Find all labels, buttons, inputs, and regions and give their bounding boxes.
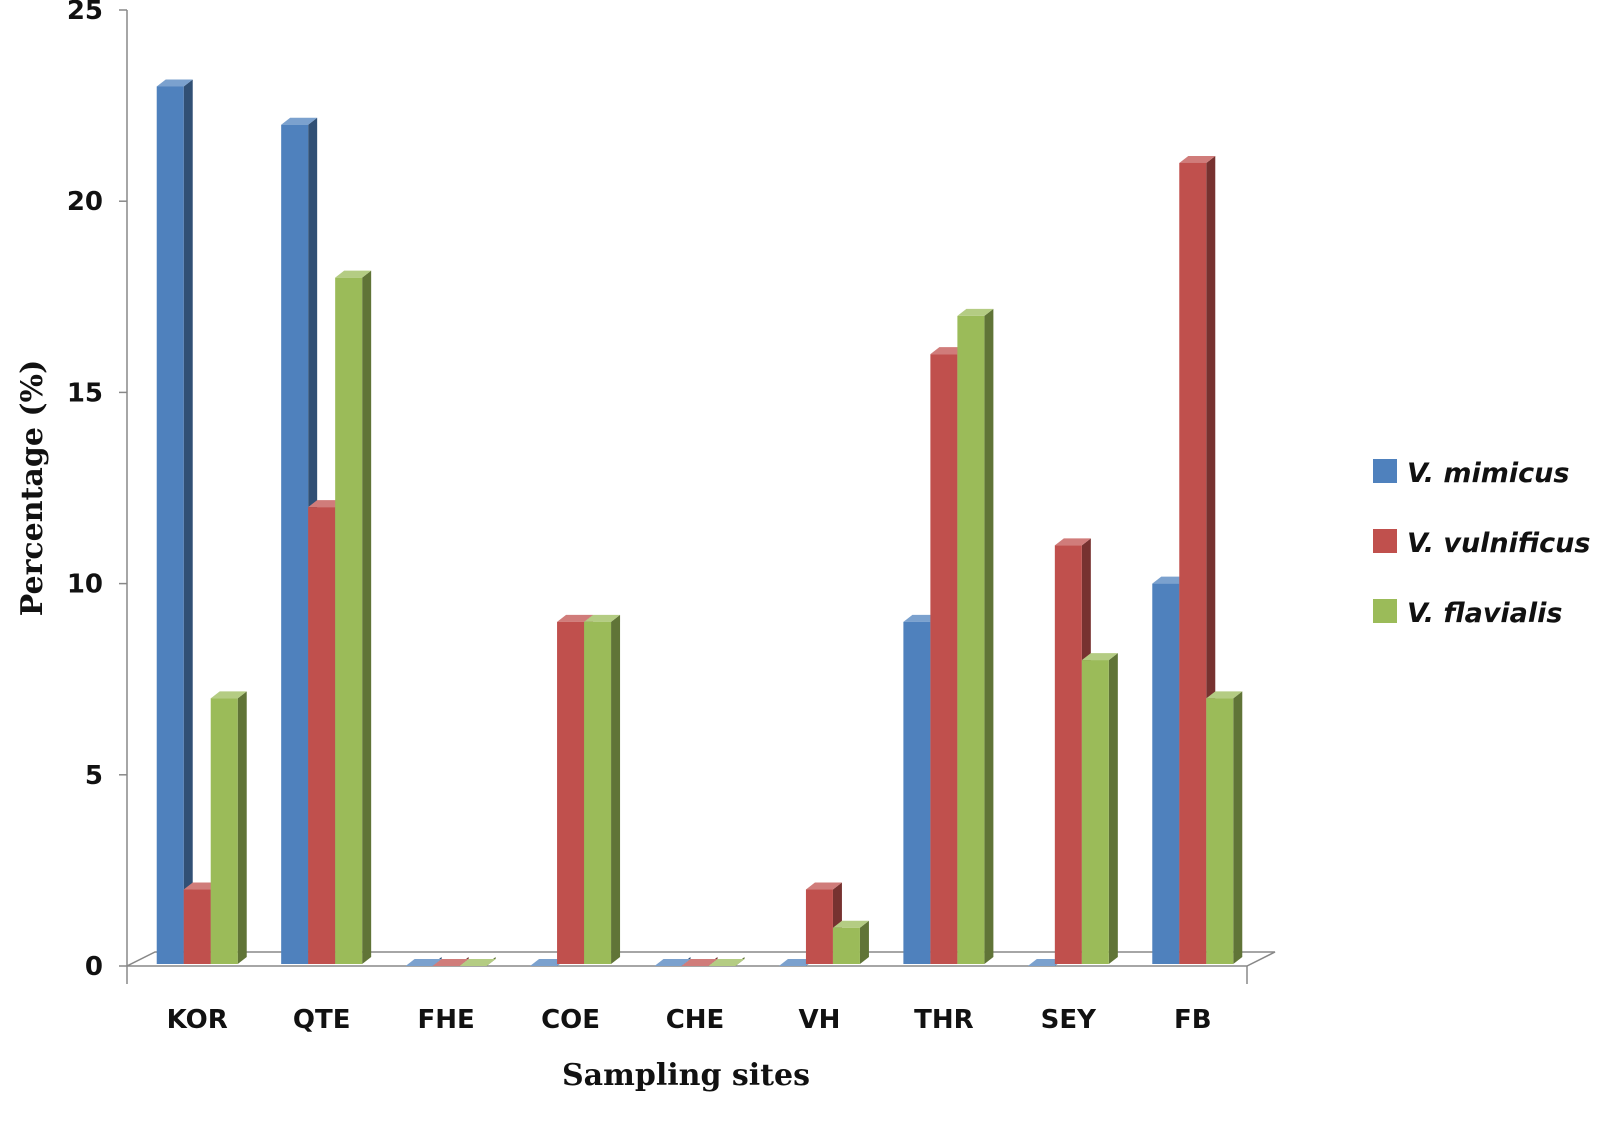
y-tick-label: 10 bbox=[67, 570, 103, 600]
bar-top bbox=[210, 691, 247, 699]
bar-top bbox=[584, 614, 621, 622]
x-axis-title: Sampling sites bbox=[562, 1058, 810, 1093]
legend-swatch bbox=[1373, 599, 1397, 623]
bar bbox=[335, 270, 372, 964]
bar-side bbox=[237, 691, 247, 964]
bar-top bbox=[335, 270, 372, 278]
bar bbox=[1054, 538, 1091, 964]
bar-side bbox=[611, 614, 621, 964]
bar-top bbox=[405, 959, 442, 966]
bar-front bbox=[1054, 545, 1082, 964]
x-tick-label: VH bbox=[798, 1005, 840, 1035]
bar-top bbox=[654, 959, 691, 966]
bar bbox=[459, 957, 496, 966]
legend-label: V. vulnificus bbox=[1407, 528, 1590, 559]
bar-front bbox=[1152, 583, 1180, 964]
bar-front bbox=[557, 621, 585, 964]
bar bbox=[1081, 653, 1118, 964]
bar-top bbox=[459, 959, 496, 966]
bar-side bbox=[362, 270, 372, 964]
legend-item: V. mimicus bbox=[1373, 458, 1569, 489]
bar-front bbox=[832, 927, 860, 964]
bar-top bbox=[432, 959, 469, 966]
bar-front bbox=[183, 889, 211, 964]
y-tick-label: 0 bbox=[85, 952, 103, 982]
bar-front bbox=[156, 86, 184, 965]
bar bbox=[654, 957, 691, 966]
bar-side bbox=[1233, 691, 1243, 964]
bar bbox=[681, 957, 718, 966]
y-tick-label: 15 bbox=[67, 378, 103, 408]
x-tick-label: COE bbox=[541, 1005, 600, 1035]
legend-label: V. mimicus bbox=[1407, 458, 1569, 489]
bar-front bbox=[903, 621, 931, 964]
bar-front bbox=[1081, 660, 1109, 964]
bar-front bbox=[335, 277, 363, 964]
x-tick-label: FB bbox=[1174, 1005, 1212, 1035]
bar-front bbox=[805, 889, 833, 964]
legend-label: V. flavialis bbox=[1407, 598, 1562, 629]
bar-front bbox=[1179, 162, 1207, 964]
bar-side bbox=[1108, 653, 1118, 964]
bar bbox=[210, 691, 247, 964]
bar bbox=[957, 308, 994, 964]
bar-side bbox=[984, 308, 994, 964]
bar-top bbox=[1206, 691, 1243, 699]
y-tick-label: 25 bbox=[67, 0, 103, 26]
bar-side bbox=[183, 79, 193, 965]
y-axis-title: Percentage (%) bbox=[15, 360, 50, 617]
y-tick-label: 20 bbox=[67, 187, 103, 217]
legend-swatch bbox=[1373, 529, 1397, 553]
bar-front bbox=[308, 507, 336, 964]
bar-top bbox=[1081, 653, 1118, 661]
bar bbox=[432, 957, 469, 966]
legend: V. mimicus V. vulnificus V. flavialis bbox=[1373, 458, 1590, 629]
x-tick-label: KOR bbox=[167, 1005, 228, 1035]
bar bbox=[708, 957, 745, 966]
bar-top bbox=[805, 882, 842, 890]
bar bbox=[832, 920, 869, 964]
bar-side bbox=[859, 920, 869, 964]
bar bbox=[156, 79, 193, 965]
labels: 0 5 10 15 20 25 KOR QTE FHE COE CHE VH THR SEY FB bbox=[67, 0, 1212, 1035]
bar-top bbox=[557, 614, 594, 622]
legend-swatch bbox=[1373, 459, 1397, 483]
bar-front bbox=[1206, 698, 1234, 964]
bar-top bbox=[708, 959, 745, 966]
x-tick-label: QTE bbox=[293, 1005, 351, 1035]
x-tick-label: SEY bbox=[1041, 1005, 1097, 1035]
legend-item: V. flavialis bbox=[1373, 598, 1562, 629]
bar bbox=[1206, 691, 1243, 964]
bar bbox=[405, 957, 442, 966]
bar-top bbox=[156, 79, 193, 87]
bars bbox=[156, 79, 1243, 966]
bar-top bbox=[1179, 155, 1216, 163]
bar-top bbox=[681, 959, 718, 966]
bar-front bbox=[957, 315, 985, 964]
x-tick-label: CHE bbox=[666, 1005, 725, 1035]
bar-top bbox=[281, 117, 318, 125]
x-tick-label: THR bbox=[914, 1005, 974, 1035]
bar-top bbox=[957, 308, 994, 316]
bar-front bbox=[210, 698, 238, 964]
legend-item: V. vulnificus bbox=[1373, 528, 1590, 559]
bar-front bbox=[281, 124, 309, 965]
bar-front bbox=[584, 621, 612, 964]
bar-front bbox=[930, 354, 958, 964]
y-tick-label: 5 bbox=[85, 761, 103, 791]
bar bbox=[584, 614, 621, 964]
bar-top bbox=[832, 920, 869, 928]
bar-top bbox=[1054, 538, 1091, 546]
x-tick-label: FHE bbox=[417, 1005, 474, 1035]
